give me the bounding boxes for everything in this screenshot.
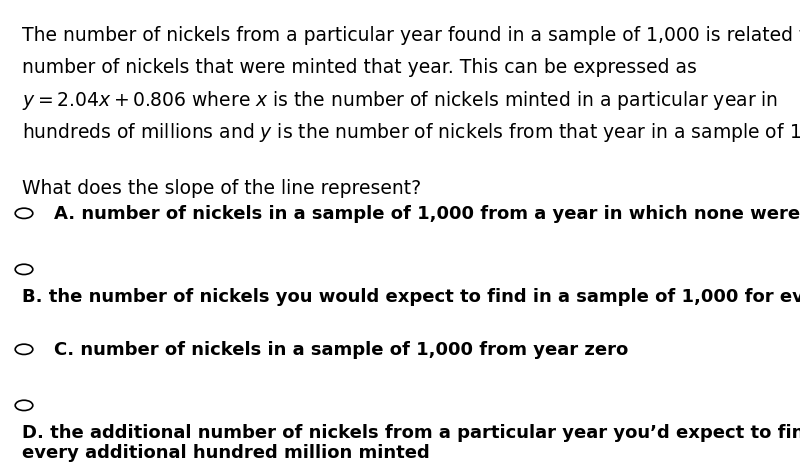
Text: A. number of nickels in a sample of 1,000 from a year in which none were minted: A. number of nickels in a sample of 1,00… [54, 205, 800, 222]
Text: C. number of nickels in a sample of 1,000 from year zero: C. number of nickels in a sample of 1,00… [54, 341, 629, 358]
Text: The number of nickels from a particular year found in a sample of 1,000 is relat: The number of nickels from a particular … [22, 26, 800, 45]
Text: What does the slope of the line represent?: What does the slope of the line represen… [22, 179, 421, 198]
Text: D. the additional number of nickels from a particular year you’d expect to find : D. the additional number of nickels from… [22, 424, 800, 462]
Text: hundreds of millions and $y$ is the number of nickels from that year in a sample: hundreds of millions and $y$ is the numb… [22, 121, 800, 144]
Text: number of nickels that were minted that year. This can be expressed as: number of nickels that were minted that … [22, 58, 697, 77]
Text: B. the number of nickels you would expect to find in a sample of 1,000 for every: B. the number of nickels you would expec… [22, 288, 800, 306]
Text: $y = 2.04x + 0.806$ where $x$ is the number of nickels minted in a particular ye: $y = 2.04x + 0.806$ where $x$ is the num… [22, 89, 778, 112]
